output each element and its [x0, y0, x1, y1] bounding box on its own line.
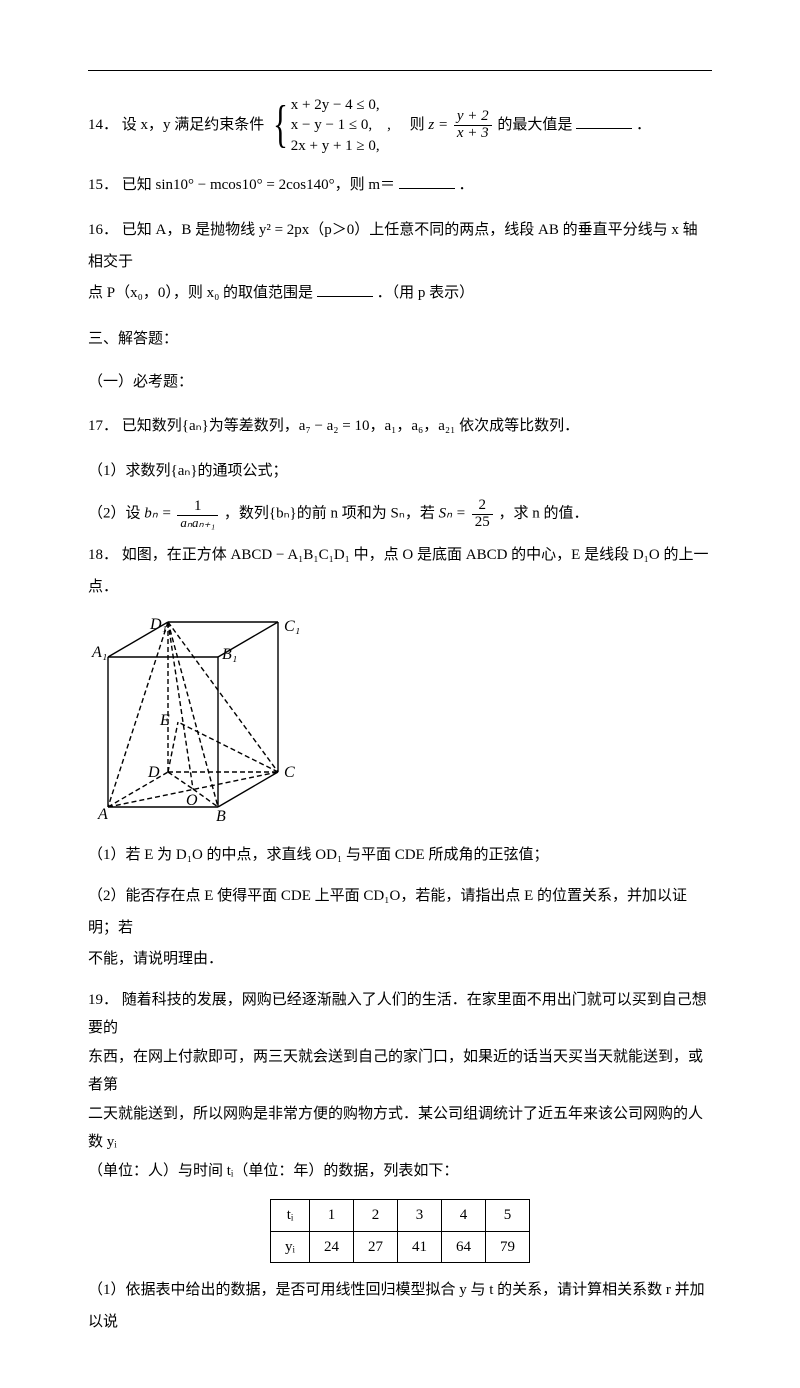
q18-part1: （1）若 E 为 D₁O 的中点，求直线 OD₁ 与平面 CDE 所成角的正弦值… [88, 840, 712, 872]
q14-blank [576, 114, 632, 129]
svg-text:A: A [97, 806, 108, 822]
q17-part2: （2）设 bₙ = 1 aₙaₙ₊₁ ，数列{bₙ}的前 n 项和为 Sₙ，若 … [88, 498, 712, 531]
q16-blank [317, 282, 373, 297]
q19-num: 19． [88, 992, 118, 1008]
q18-stem: 如图，在正方体 ABCD − A₁B₁C₁D₁ 中，点 O 是底面 ABCD 的… [88, 547, 708, 595]
table-row: yᵢ 24 27 41 64 79 [271, 1231, 530, 1263]
section-3-1-title: （一）必考题： [88, 367, 712, 399]
q14-frac: y + 2 x + 3 [454, 109, 492, 142]
svg-text:D: D [147, 764, 160, 781]
svg-text:C: C [284, 764, 295, 781]
svg-text:C₁: C₁ [284, 618, 300, 635]
svg-text:B: B [216, 808, 226, 822]
q15-num: 15． [88, 177, 118, 193]
section-3-title: 三、解答题： [88, 324, 712, 356]
q17-stem: 已知数列{aₙ}为等差数列，a₇ − a₂ = 10，a₁，a₆，a₂₁ 依次成… [122, 418, 579, 434]
svg-text:E: E [159, 712, 170, 729]
q17-part1: （1）求数列{aₙ}的通项公式； [88, 456, 712, 488]
question-15: 15． 已知 sin10° − mcos10° = 2cos140°，则 m＝ … [88, 170, 712, 202]
q14-mid: 则 [395, 117, 429, 133]
question-19: 19． 随着科技的发展，网购已经逐渐融入了人们的生活．在家里面不用出门就可以买到… [88, 986, 712, 1186]
question-18-stem: 18． 如图，在正方体 ABCD − A₁B₁C₁D₁ 中，点 O 是底面 AB… [88, 540, 712, 603]
q17-sn-frac: 2 25 [472, 498, 493, 531]
question-14: 14． 设 x，y 满足约束条件 { x + 2y − 4 ≤ 0, x − y… [88, 95, 712, 156]
svg-text:O: O [186, 792, 198, 809]
q14-constraints: { x + 2y − 4 ≤ 0, x − y − 1 ≤ 0, , 2x + … [268, 95, 391, 156]
q17-bn-frac: 1 aₙaₙ₊₁ [177, 499, 218, 529]
svg-text:D₁: D₁ [149, 617, 167, 633]
q19-table: tᵢ 1 2 3 4 5 yᵢ 24 27 41 64 79 [270, 1199, 530, 1263]
svg-text:A₁: A₁ [91, 644, 107, 661]
q18-part2: （2）能否存在点 E 使得平面 CDE 上平面 CD₁O，若能，请指出点 E 的… [88, 881, 712, 976]
q15-blank [399, 174, 455, 189]
question-17-stem: 17． 已知数列{aₙ}为等差数列，a₇ − a₂ = 10，a₁，a₆，a₂₁… [88, 411, 712, 443]
svg-text:B₁: B₁ [222, 646, 237, 663]
table-row: tᵢ 1 2 3 4 5 [271, 1200, 530, 1232]
brace-icon: { [273, 99, 288, 151]
q16-line1: 已知 A，B 是抛物线 y² = 2px（p＞0）上任意不同的两点，线段 AB … [88, 222, 698, 270]
top-rule [88, 70, 712, 71]
q14-zeq: z = [428, 117, 448, 133]
q16-line2b: ．（用 p 表示） [377, 285, 475, 301]
q19-part1: （1）依据表中给出的数据，是否可用线性回归模型拟合 y 与 t 的关系，请计算相… [88, 1275, 712, 1338]
q14-lead: 设 x，y 满足约束条件 [122, 117, 268, 133]
q15-text: 已知 sin10° − mcos10° = 2cos140°，则 m＝ [122, 177, 395, 193]
q14-tail: 的最大值是 [497, 117, 572, 133]
cube-figure: A B C D A₁ B₁ C₁ D₁ E O [88, 617, 712, 830]
q14-num: 14． [88, 117, 118, 133]
q16-line2a: 点 P（x₀，0），则 x₀ 的取值范围是 [88, 285, 313, 301]
cube-svg: A B C D A₁ B₁ C₁ D₁ E O [88, 617, 318, 822]
q17-num: 17． [88, 418, 118, 434]
q14-constraint-lines: x + 2y − 4 ≤ 0, x − y − 1 ≤ 0, , 2x + y … [291, 95, 391, 156]
q18-num: 18． [88, 547, 118, 563]
q16-num: 16． [88, 222, 118, 238]
question-16: 16． 已知 A，B 是抛物线 y² = 2px（p＞0）上任意不同的两点，线段… [88, 215, 712, 310]
